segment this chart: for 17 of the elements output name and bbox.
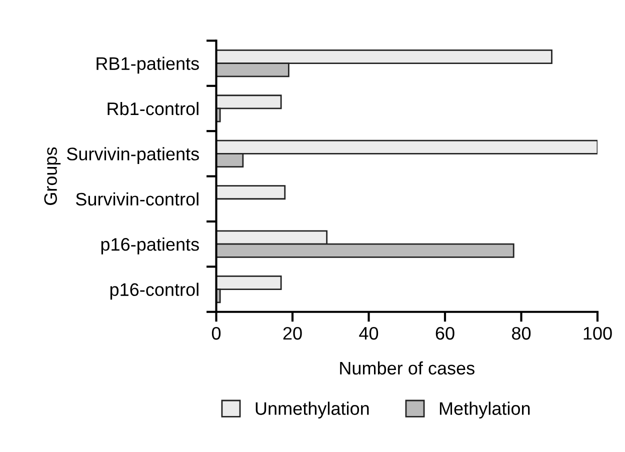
x-tick-label: 60 xyxy=(436,326,454,340)
x-tick-label: 40 xyxy=(359,326,378,340)
x-tick-label: 100 xyxy=(584,326,612,340)
y-tick-label: Survivin-control xyxy=(76,192,198,206)
x-tick-label: 0 xyxy=(212,326,221,340)
y-tick-label: Survivin-patients xyxy=(66,147,199,164)
y-tick-label: p16-control xyxy=(110,282,198,300)
y-tick-label: RB1-patients xyxy=(96,56,199,74)
x-axis-title: Number of cases xyxy=(340,361,474,375)
x-tick-label: 80 xyxy=(512,326,531,340)
x-tick-label: 20 xyxy=(283,326,302,340)
legend-label: Unmethylation xyxy=(256,402,369,419)
y-tick-label: p16-patients xyxy=(101,238,199,254)
legend-label: Methylation xyxy=(440,402,530,419)
y-tick-label: Rb1-control xyxy=(108,102,198,116)
y-axis-title: Groups xyxy=(44,147,61,205)
bar xyxy=(216,185,286,200)
